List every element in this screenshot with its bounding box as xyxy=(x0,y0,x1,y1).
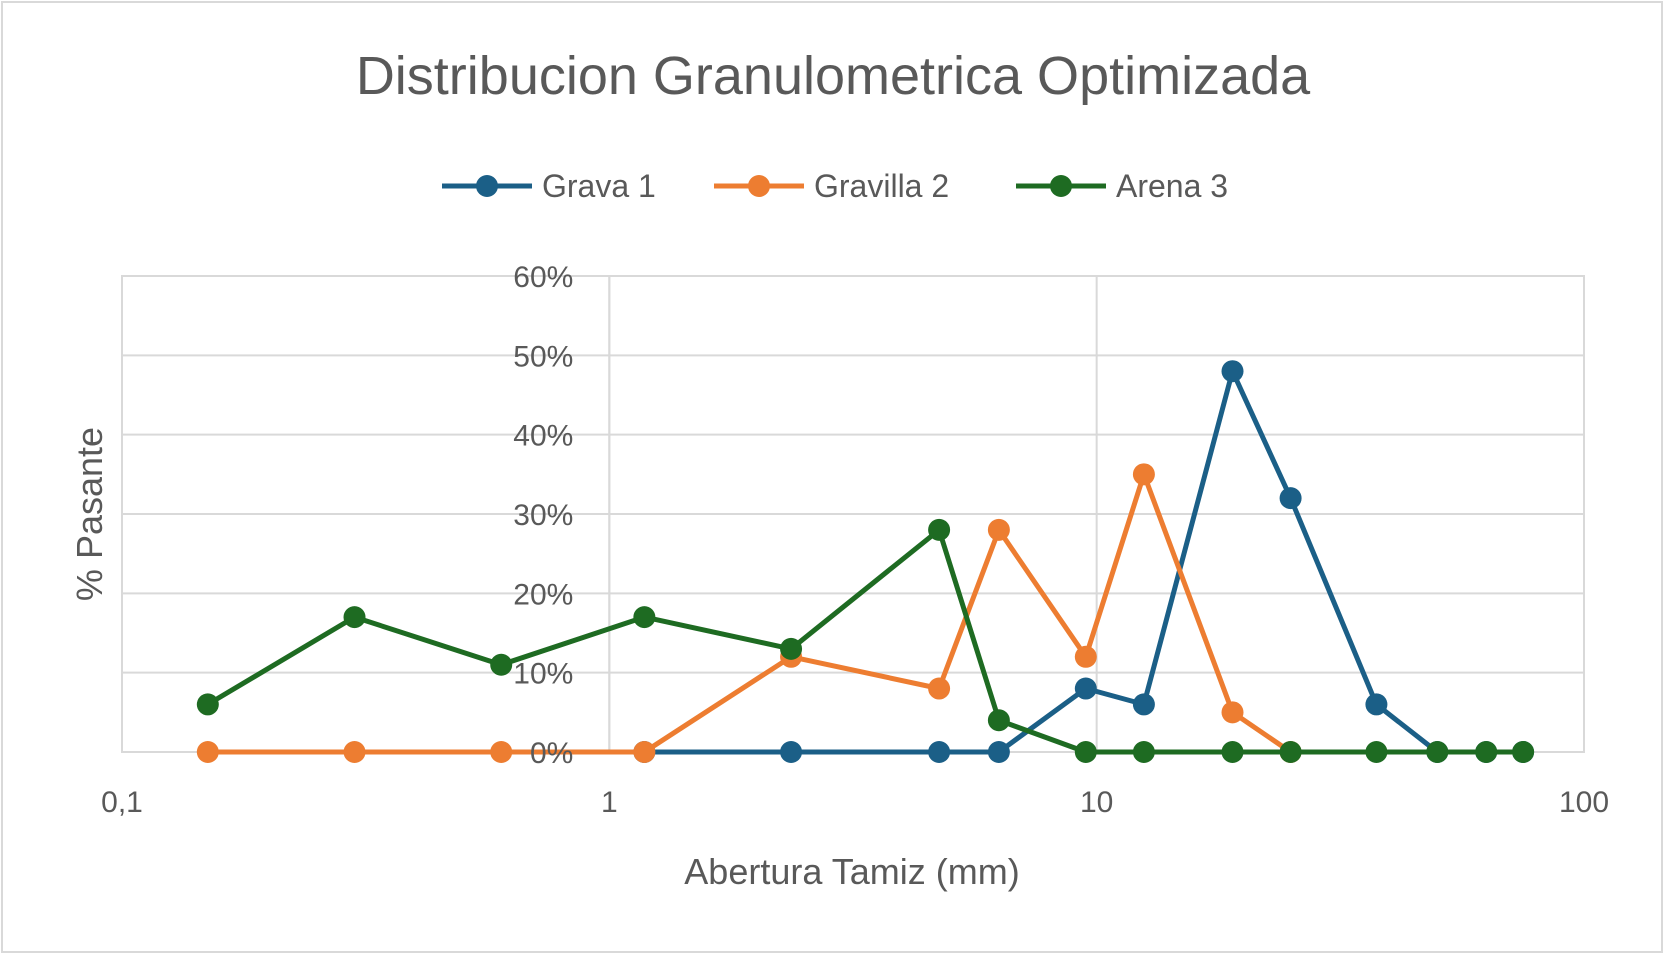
legend-item-arena-3: Arena 3 xyxy=(1016,168,1228,204)
y-tick-label: 20% xyxy=(513,578,573,611)
chart-title: Distribucion Granulometrica Optimizada xyxy=(356,46,1311,106)
legend-label: Gravilla 2 xyxy=(814,168,949,204)
legend-marker xyxy=(476,175,498,197)
data-point-arena-3 xyxy=(1512,741,1535,763)
x-tick-labels: 0,1 1 10 100 xyxy=(101,786,1609,819)
data-point-gravilla-2 xyxy=(490,741,513,763)
legend-marker xyxy=(748,175,770,197)
series-line-gravilla-2 xyxy=(205,471,1294,755)
legend: Grava 1 Gravilla 2 Arena 3 xyxy=(442,168,1228,204)
data-point-arena-3 xyxy=(633,606,656,629)
y-tick-labels: 0% 10% 20% 30% 40% 50% 60% xyxy=(513,261,573,770)
data-point-gravilla-2 xyxy=(1132,463,1155,486)
data-point-gravilla-2 xyxy=(343,741,366,763)
x-tick-label: 10 xyxy=(1080,786,1113,819)
legend-label: Grava 1 xyxy=(542,168,656,204)
data-point-grava-1 xyxy=(1132,693,1155,716)
data-point-arena-3 xyxy=(1426,741,1449,763)
data-point-grava-1 xyxy=(928,741,951,763)
data-point-arena-3 xyxy=(1279,741,1302,763)
series-grava-1 xyxy=(633,360,1535,763)
data-point-arena-3 xyxy=(343,606,366,629)
data-point-grava-1 xyxy=(1365,693,1388,716)
data-point-arena-3 xyxy=(490,653,513,676)
series-arena-3 xyxy=(196,518,1535,763)
data-point-grava-1 xyxy=(1279,487,1302,510)
series-line-arena-3 xyxy=(205,527,1526,755)
data-point-arena-3 xyxy=(1365,741,1388,763)
data-point-gravilla-2 xyxy=(1221,701,1244,724)
x-tick-label: 100 xyxy=(1559,786,1609,819)
data-point-arena-3 xyxy=(1475,741,1498,763)
data-point-gravilla-2 xyxy=(633,741,656,763)
data-point-arena-3 xyxy=(1132,741,1155,763)
y-tick-label: 30% xyxy=(513,499,573,532)
legend-item-grava-1: Grava 1 xyxy=(442,168,656,204)
x-tick-label: 1 xyxy=(601,786,618,819)
data-point-arena-3 xyxy=(196,693,219,716)
legend-item-gravilla-2: Gravilla 2 xyxy=(714,168,949,204)
legend-label: Arena 3 xyxy=(1116,168,1228,204)
y-tick-label: 0% xyxy=(530,737,573,770)
data-point-arena-3 xyxy=(780,637,803,660)
series-gravilla-2 xyxy=(196,463,1302,763)
data-point-gravilla-2 xyxy=(1074,645,1097,668)
y-axis-label: % Pasante xyxy=(69,427,110,601)
data-point-grava-1 xyxy=(1074,677,1097,700)
data-point-gravilla-2 xyxy=(987,518,1010,541)
data-point-grava-1 xyxy=(987,741,1010,763)
legend-marker xyxy=(1050,175,1072,197)
y-tick-label: 50% xyxy=(513,340,573,373)
data-point-arena-3 xyxy=(928,518,951,541)
data-point-arena-3 xyxy=(1221,741,1244,763)
x-axis-label: Abertura Tamiz (mm) xyxy=(684,851,1019,892)
y-tick-label: 10% xyxy=(513,658,573,691)
data-point-gravilla-2 xyxy=(928,677,951,700)
y-tick-label: 60% xyxy=(513,261,573,294)
data-point-gravilla-2 xyxy=(196,741,219,763)
data-point-arena-3 xyxy=(987,709,1010,732)
data-point-arena-3 xyxy=(1074,741,1097,763)
data-point-grava-1 xyxy=(1221,360,1244,383)
y-tick-label: 40% xyxy=(513,420,573,453)
series-layer xyxy=(196,360,1535,763)
x-tick-label: 0,1 xyxy=(101,786,143,819)
data-point-grava-1 xyxy=(780,741,803,763)
